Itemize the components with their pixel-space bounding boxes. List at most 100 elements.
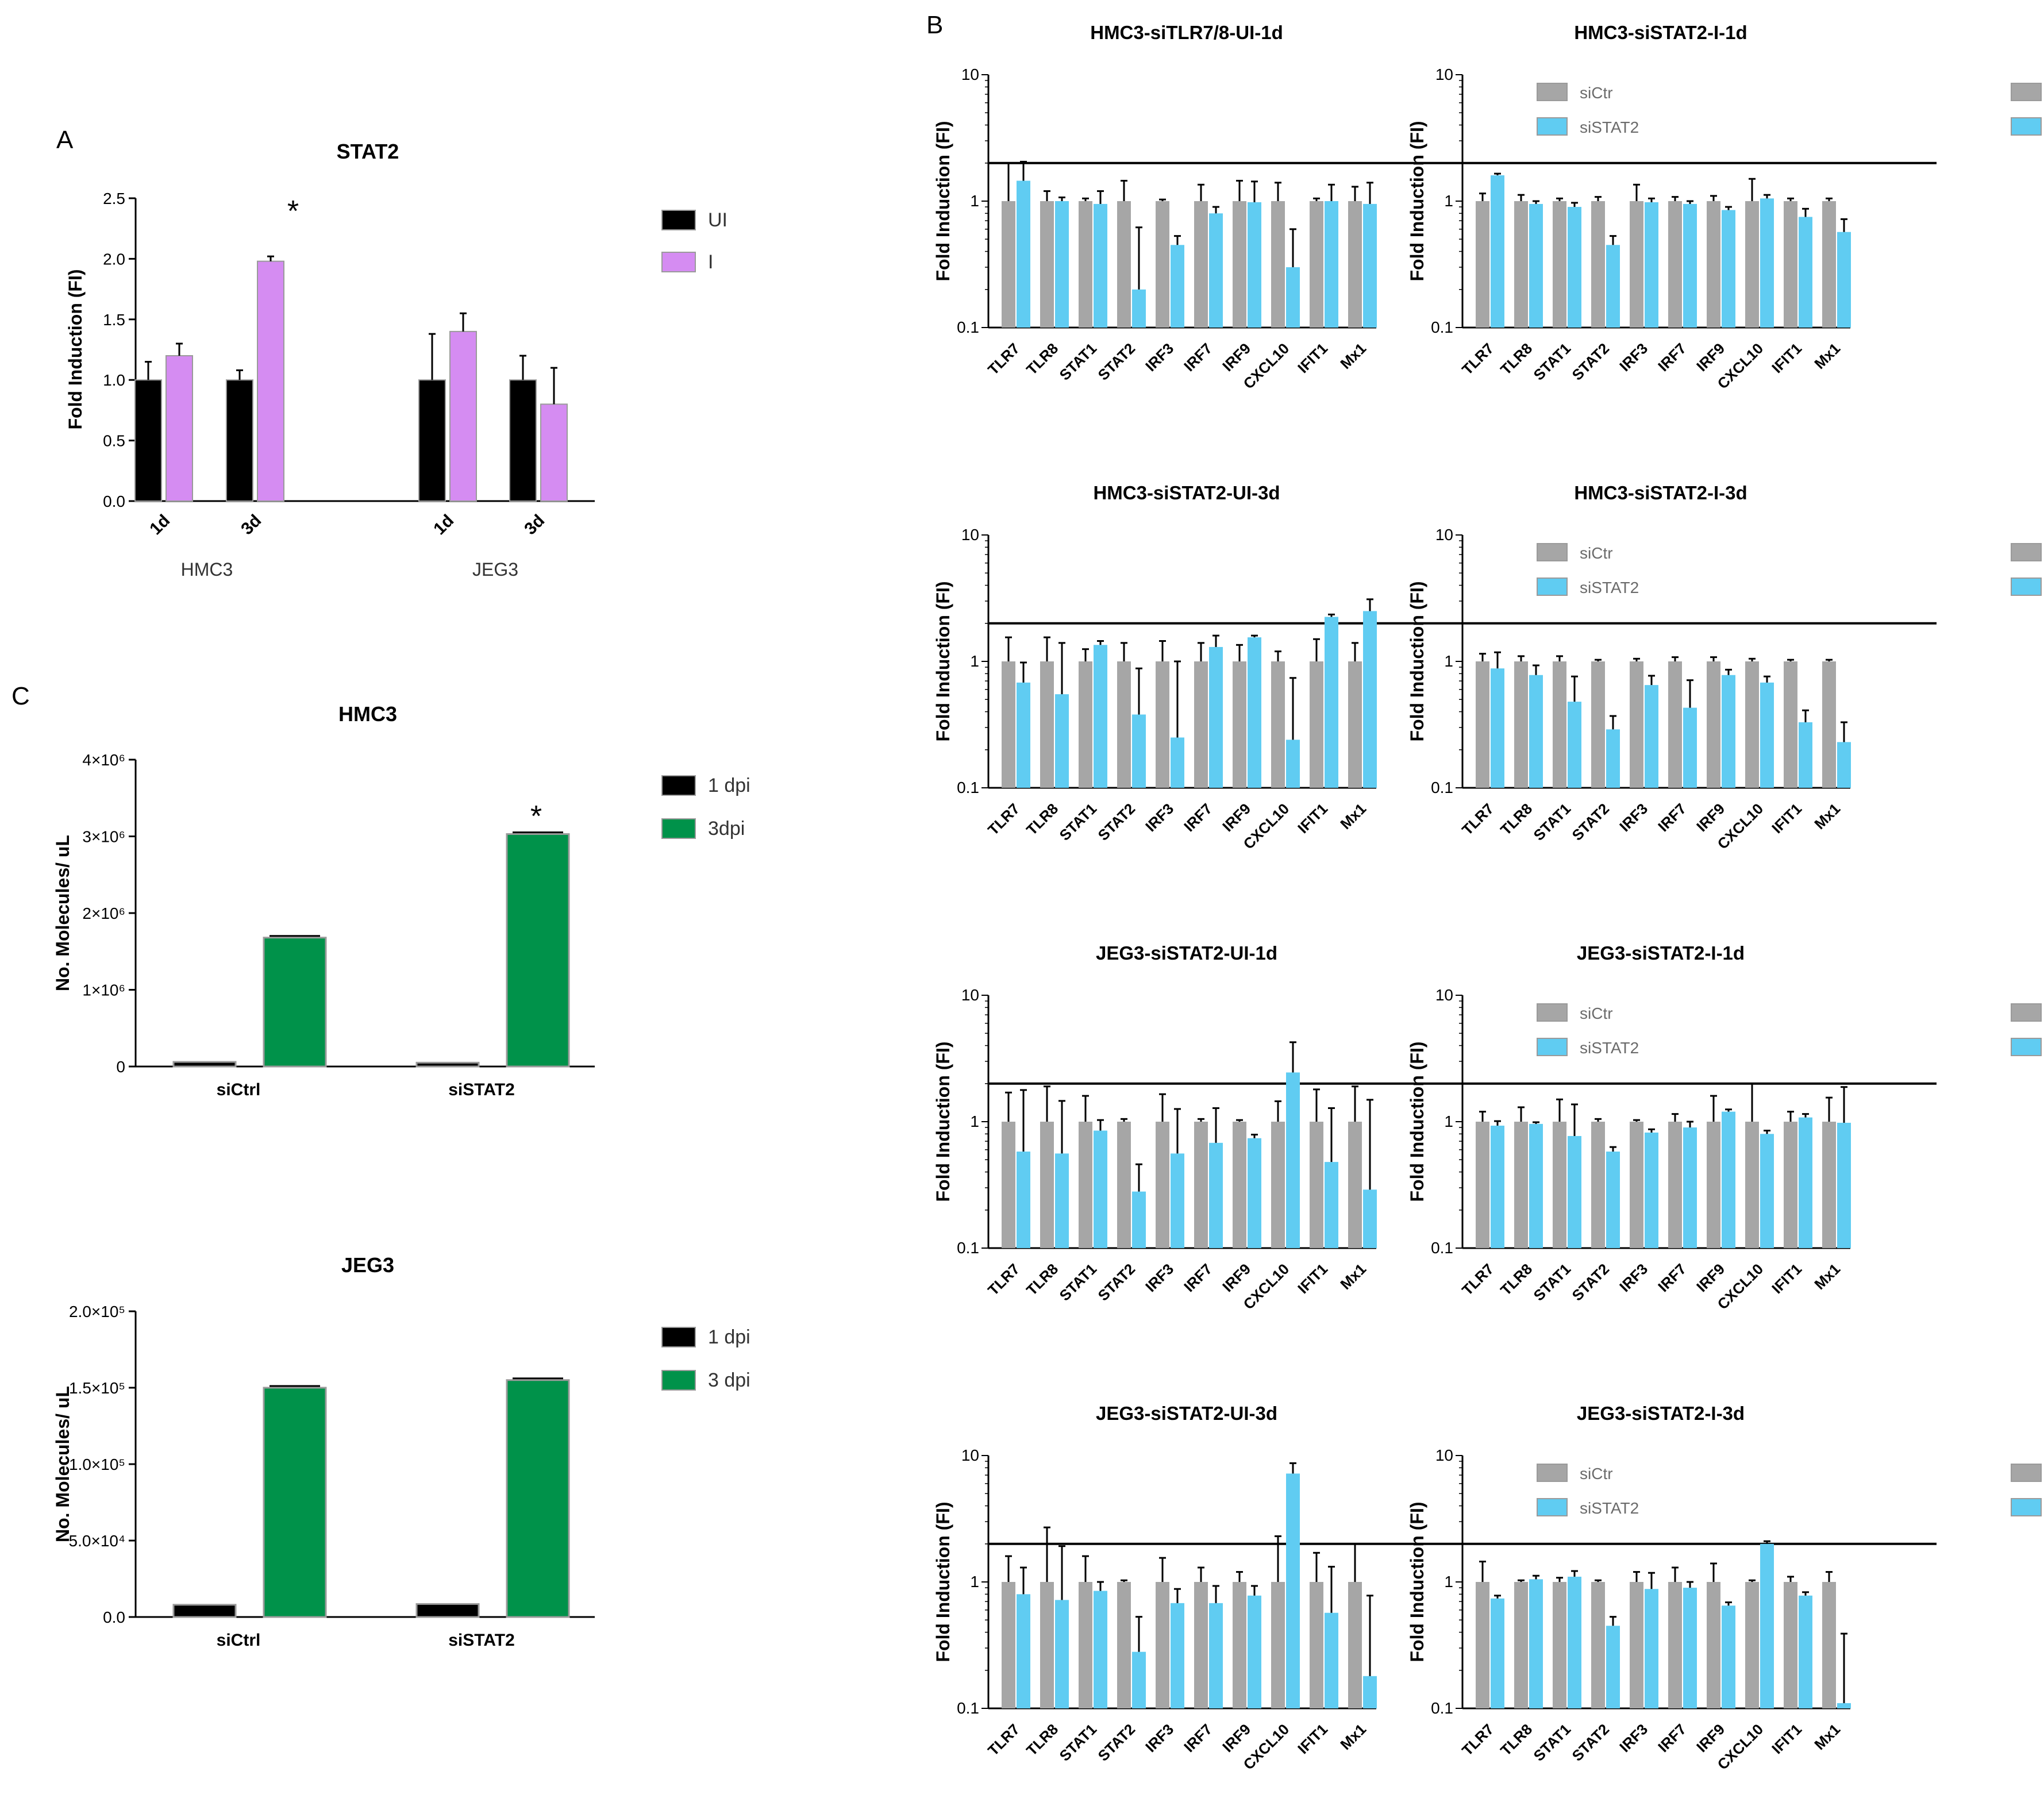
panel-b-bar-sictr: [1156, 1122, 1169, 1248]
chart-c-bar-3dpi: [263, 1387, 327, 1618]
panel-b-x-tick-label: IFIT1: [1768, 1260, 1805, 1297]
panel-b-bar-sistat2: [1325, 201, 1338, 328]
panel-b-bar-sictr: [1514, 1122, 1528, 1248]
panel-b-x-tick-label: IRF9: [1219, 340, 1254, 375]
panel-b-bar-sictr: [1310, 201, 1323, 328]
panel-b-bar-sistat2: [1325, 1162, 1338, 1248]
panel-b-bar-sistat2: [1645, 202, 1658, 328]
panel-b-bar-sictr: [1668, 1582, 1682, 1708]
panel-b-bar-sistat2: [1606, 729, 1620, 788]
panel-b-x-tick-label: TLR8: [1497, 1720, 1535, 1759]
chart-c-y-tick-label: 1.5×10⁵: [69, 1379, 125, 1397]
chart-a-bar-i: [449, 330, 477, 502]
chart-c-bar-1dpi: [415, 1603, 480, 1618]
panel-b-chart-title: HMC3-siTLR7/8-UI-1d: [1090, 22, 1283, 43]
panel-b-bar-sistat2: [1094, 1591, 1107, 1708]
chart-c-title: JEG3: [341, 1253, 394, 1277]
panel-b-x-tick-label: Mx1: [1811, 1720, 1843, 1753]
chart-c-y-title: No. Molecules/ uL: [52, 835, 73, 991]
panel-b-x-tick-label: IRF7: [1180, 1260, 1215, 1295]
panel-b-bar-sistat2: [1568, 207, 1581, 328]
panel-b-x-tick-label: TLR7: [984, 1260, 1023, 1299]
panel-b-bar-sistat2: [1837, 1703, 1851, 1708]
panel-b-y-tick-label: 1: [1444, 192, 1453, 210]
panel-b-bar-sictr: [1630, 661, 1643, 788]
panel-b-bar-sictr: [1630, 1582, 1643, 1708]
panel-b-chart-4: HMC3-siSTAT2-I-3d Fold Induction (FI) 0.1 1…: [1407, 482, 2042, 853]
panel-b-bar-sictr: [1476, 661, 1489, 788]
panel-b-bar-sictr: [1310, 1122, 1323, 1248]
chart-c-bar-1dpi: [415, 1061, 480, 1068]
panel-b-x-tick-label: TLR7: [984, 1720, 1023, 1759]
panel-b-bar-sictr: [1745, 1582, 1759, 1708]
panel-b-x-tick-label: IRF3: [1616, 1260, 1651, 1295]
panel-b-bar-sistat2: [1248, 202, 1261, 328]
panel-b-bar-sistat2: [1606, 1626, 1620, 1708]
panel-b-bar-sictr: [1194, 1122, 1208, 1248]
panel-b-x-tick-label: STAT1: [1530, 1720, 1575, 1765]
panel-b-bar-sistat2: [1132, 714, 1146, 788]
panel-b-x-tick-label: TLR7: [984, 800, 1023, 838]
panel-b-bar-sistat2: [1094, 1130, 1107, 1248]
panel-b-x-tick-label: STAT2: [1569, 340, 1613, 384]
panel-b-x-tick-label: STAT2: [1095, 1720, 1139, 1765]
panel-b-chart-title: JEG3-siSTAT2-I-1d: [1577, 942, 1745, 964]
panel-b-bar-sistat2: [1529, 1579, 1543, 1708]
panel-b-bar-sistat2: [1209, 1142, 1223, 1248]
chart-c-bar-3dpi: [263, 937, 327, 1068]
panel-b-x-tick-label: IFIT1: [1294, 340, 1331, 376]
panel-b-legend-sictr-swatch: [1537, 543, 1568, 561]
panel-b-chart-title: JEG3-siSTAT2-I-3d: [1577, 1403, 1745, 1424]
panel-b-bar-sistat2: [1055, 694, 1069, 788]
panel-b-bar-sictr: [1630, 1122, 1643, 1248]
panel-b-y-tick-label: 0.1: [1431, 779, 1453, 796]
chart-c-bar-1dpi: [172, 1061, 237, 1068]
panel-b-x-tick-label: IRF7: [1180, 800, 1215, 835]
chart-a-legend-ui-swatch: [661, 210, 696, 230]
panel-b-bar-sictr: [1668, 1122, 1682, 1248]
panel-b-x-tick-label: IRF7: [1180, 340, 1215, 375]
panel-b-y-title: Fold Induction (FI): [1407, 1501, 1427, 1662]
panel-b-bar-sistat2: [1171, 1153, 1184, 1248]
panel-b-y-title: Fold Induction (FI): [933, 1041, 953, 1202]
panel-b-x-tick-label: IRF7: [1180, 1720, 1215, 1755]
panel-b-x-tick-label: IRF7: [1654, 1720, 1689, 1755]
chart-a-y-tick-label: 0.0: [103, 492, 125, 510]
panel-b-x-tick-label: Mx1: [1811, 1260, 1843, 1293]
panel-b-bar-sistat2: [1094, 203, 1107, 328]
panel-b-y-title: Fold Induction (FI): [1407, 581, 1427, 741]
panel-b-bar-sistat2: [1722, 1606, 1735, 1708]
panel-b-y-tick-label: 0.1: [1431, 318, 1453, 336]
panel-b-x-tick-label: IFIT1: [1294, 1720, 1331, 1757]
panel-b-x-tick-label: TLR8: [1497, 1260, 1535, 1299]
panel-b-legend-sictr-label: siCtr: [1580, 84, 1613, 102]
panel-b-bar-sictr: [1271, 661, 1285, 788]
panel-b-bar-sictr: [1784, 1122, 1797, 1248]
panel-b-legend-sistat2-label: siSTAT2: [1580, 118, 1639, 136]
panel-b-bar-sistat2: [1568, 1135, 1581, 1248]
chart-a-bar-i: [540, 403, 568, 502]
panel-b-bar-sistat2: [1017, 180, 1030, 328]
panel-b-bar-sistat2: [1568, 702, 1581, 788]
panel-b-bar-sistat2: [1722, 675, 1735, 788]
panel-b-x-tick-label: TLR7: [1458, 800, 1497, 838]
panel-b-x-tick-label: Mx1: [1337, 1720, 1369, 1753]
panel-b-bar-sistat2: [1491, 1125, 1504, 1248]
panel-b-bar-sistat2: [1286, 1473, 1300, 1708]
panel-b-bar-sistat2: [1248, 1595, 1261, 1708]
panel-b-x-tick-label: TLR7: [1458, 340, 1497, 378]
panel-b-bar-sictr: [1233, 661, 1246, 788]
panel-b-bar-sistat2: [1606, 1152, 1620, 1248]
panel-b-x-tick-label: IFIT1: [1768, 800, 1805, 837]
panel-b-bar-sictr: [1707, 661, 1720, 788]
panel-b-bar-sictr: [1514, 201, 1528, 328]
panel-b-legend-sictr-swatch: [1537, 1003, 1568, 1022]
panel-b-bar-sictr: [1040, 201, 1054, 328]
panel-b-bar-sistat2: [1568, 1576, 1581, 1708]
chart-a-legend-i-label: I: [708, 251, 713, 273]
chart-c-x-tick-label: siCtrl: [217, 1080, 261, 1099]
chart-c-legend-1dpi-swatch: [661, 775, 696, 796]
panel-b-bar-sistat2: [1286, 267, 1300, 328]
panel-b-legend-sistat2-swatch: [1537, 1038, 1568, 1056]
panel-b-bar-sistat2: [1529, 675, 1543, 788]
